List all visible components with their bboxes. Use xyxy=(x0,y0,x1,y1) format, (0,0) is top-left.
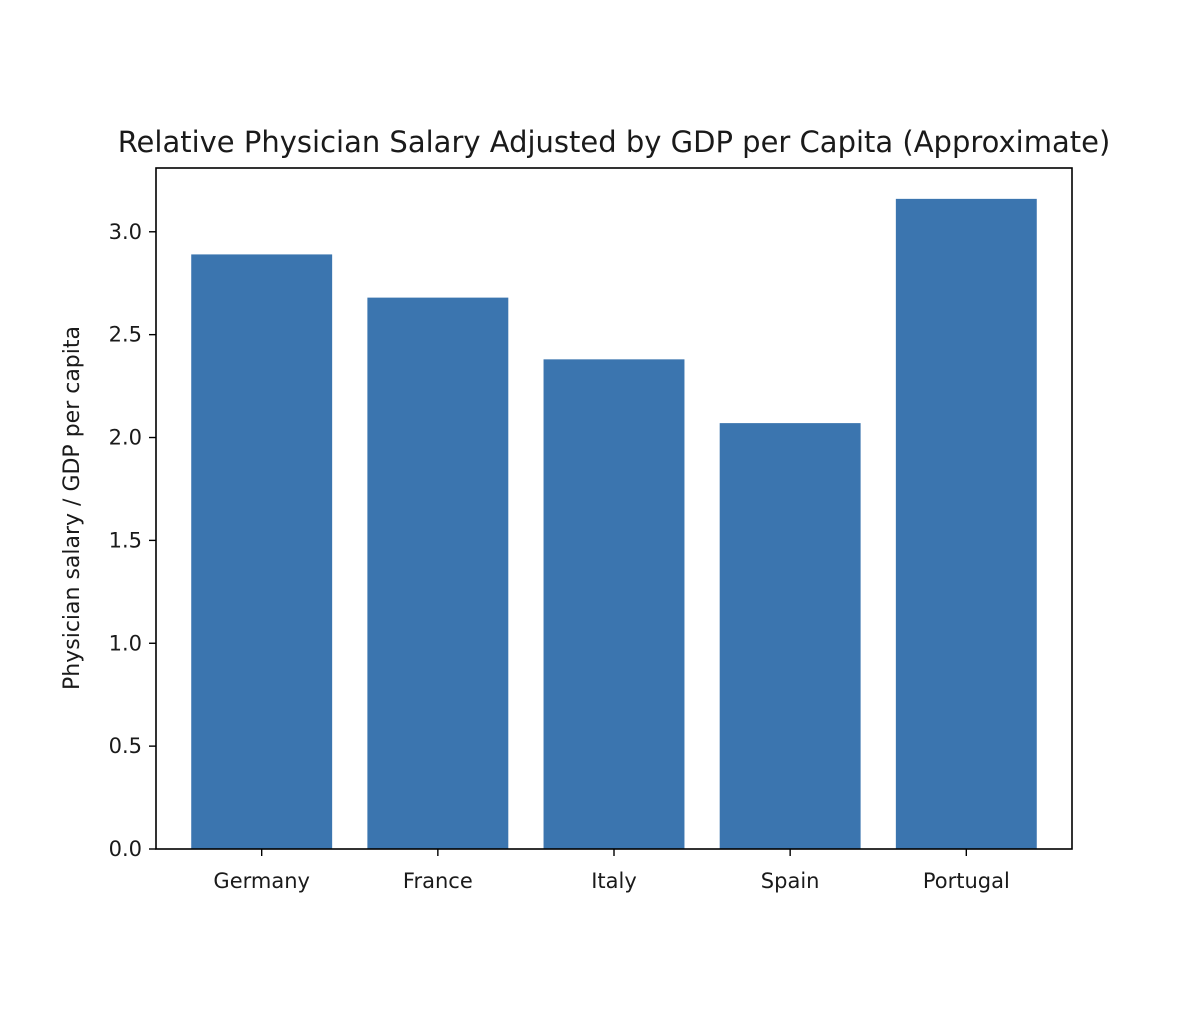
bars-layer xyxy=(191,198,1037,850)
x-tick-label-spain: Spain xyxy=(761,869,820,893)
y-axis-ticks: 0.0 0.5 1.0 1.5 2.0 2.5 3.0 xyxy=(109,220,156,861)
chart-title: Relative Physician Salary Adjusted by GD… xyxy=(118,125,1111,159)
y-axis-label: Physician salary / GDP per capita xyxy=(60,326,85,690)
bar-spain xyxy=(719,423,861,849)
y-tick-label-1.0: 1.0 xyxy=(109,631,142,655)
y-tick-label-0.0: 0.0 xyxy=(109,837,142,861)
bar-germany xyxy=(191,254,333,849)
y-tick-label-1.5: 1.5 xyxy=(109,528,142,552)
plot-frame xyxy=(155,167,1073,850)
bar-portugal xyxy=(895,198,1037,850)
x-tick-label-portugal: Portugal xyxy=(923,869,1010,893)
x-tick-label-france: France xyxy=(403,869,473,893)
bar-italy xyxy=(543,359,685,849)
y-tick-label-3.0: 3.0 xyxy=(109,220,142,244)
y-tick-label-2.5: 2.5 xyxy=(109,323,142,347)
y-tick-label-0.5: 0.5 xyxy=(109,734,142,758)
x-axis-ticks: Germany France Italy Spain Portugal xyxy=(213,849,1010,893)
x-tick-label-germany: Germany xyxy=(213,869,310,893)
bar-france xyxy=(367,297,509,849)
y-tick-label-2.0: 2.0 xyxy=(109,426,142,450)
x-tick-label-italy: Italy xyxy=(591,869,637,893)
